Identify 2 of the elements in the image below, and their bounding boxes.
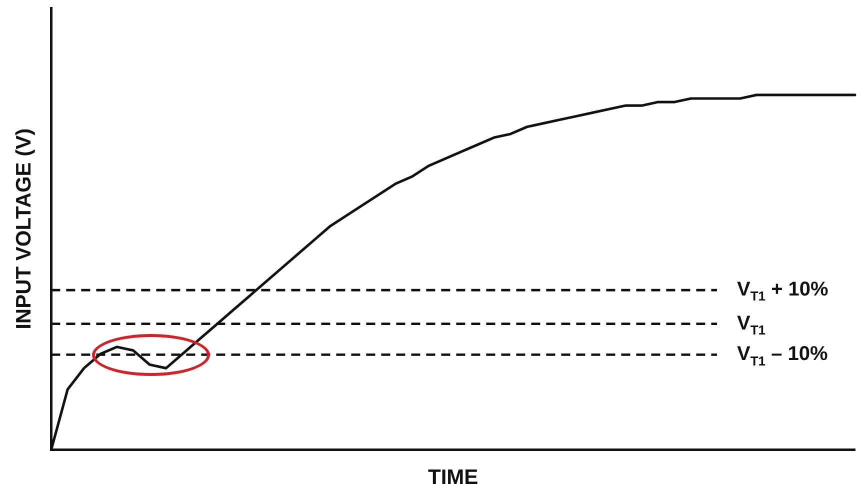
y-axis-title: INPUT VOLTAGE (V) [12,128,36,330]
x-axis-title: TIME [428,466,478,490]
